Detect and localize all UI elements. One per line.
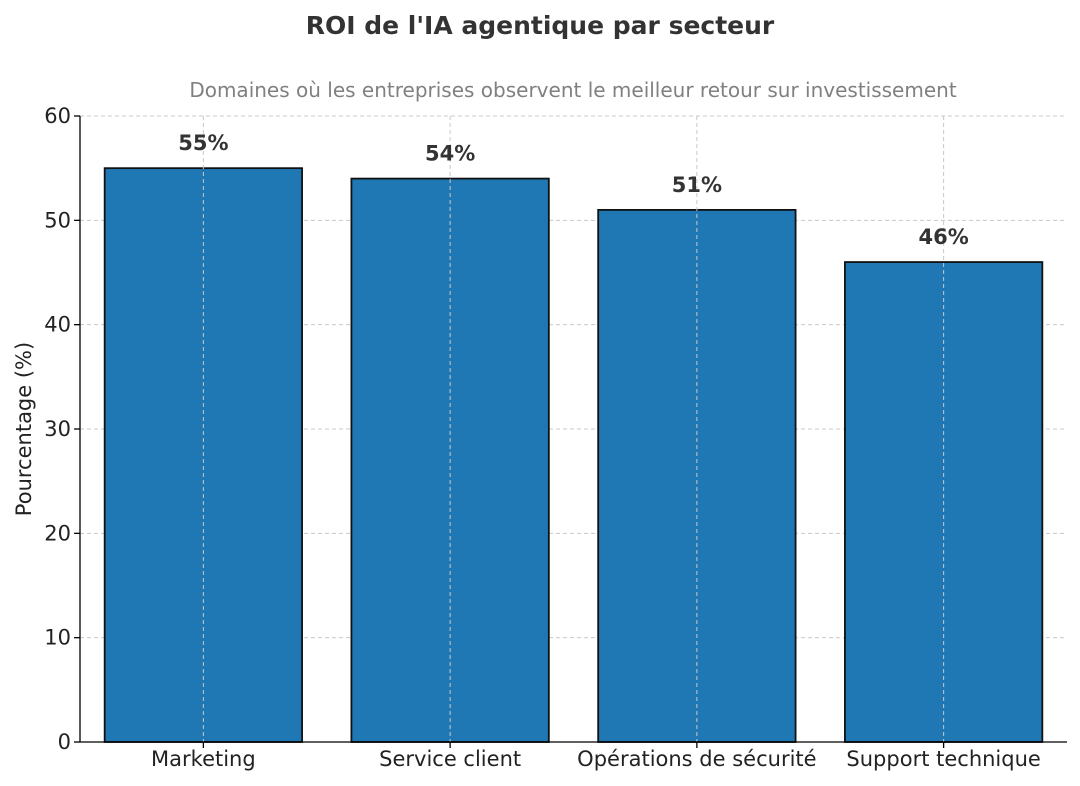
bar-value-label: 46% <box>918 225 968 249</box>
bars <box>103 167 1044 743</box>
x-tick-label: Service client <box>379 747 521 771</box>
y-tick-label: 60 <box>44 104 71 128</box>
y-tick-label: 40 <box>44 313 71 337</box>
labels: 0 10 20 30 40 50 60 Marketing 55% Service client 5… <box>44 104 1041 771</box>
y-tick-label: 10 <box>44 626 71 650</box>
bar-value-label: 54% <box>425 142 475 166</box>
bar-value-label: 51% <box>672 173 722 197</box>
chart-subtitle: Domaines où les entreprises observent le… <box>189 78 957 102</box>
x-tick-label: Opérations de sécurité <box>577 747 816 771</box>
x-tick-label: Support technique <box>846 747 1040 771</box>
y-tick-label: 30 <box>44 417 71 441</box>
y-tick-label: 0 <box>58 730 71 754</box>
axes <box>74 115 1067 748</box>
chart-title: ROI de l'IA agentique par secteur <box>306 11 775 40</box>
y-axis-label: Pourcentage (%) <box>12 342 36 516</box>
y-tick-label: 20 <box>44 521 71 545</box>
y-tick-label: 50 <box>44 208 71 232</box>
bar-value-label: 55% <box>178 131 228 155</box>
x-tick-label: Marketing <box>151 747 256 771</box>
